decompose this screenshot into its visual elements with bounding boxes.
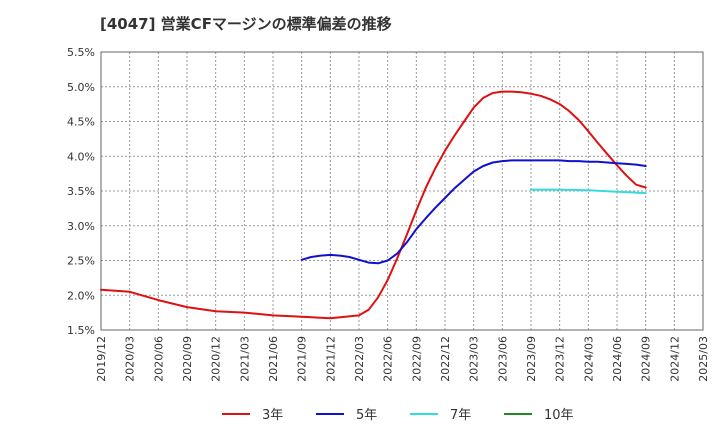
y-tick-label: 4.5% (67, 116, 95, 129)
y-tick-label: 3.0% (67, 220, 95, 233)
x-tick-label: 2024/06 (611, 336, 624, 382)
y-tick-label: 2.0% (67, 289, 95, 302)
x-tick-label: 2023/09 (525, 336, 538, 382)
x-tick-label: 2025/03 (697, 336, 710, 382)
y-tick-label: 1.5% (67, 324, 95, 337)
chart-title: [4047] 営業CFマージンの標準偏差の推移 (100, 15, 392, 33)
x-tick-label: 2022/12 (439, 336, 452, 382)
x-tick-label: 2023/03 (468, 336, 481, 382)
legend-label-1: 5年 (356, 408, 377, 423)
legend-label-2: 7年 (450, 408, 471, 423)
x-tick-label: 2021/06 (267, 336, 280, 382)
x-tick-label: 2022/09 (410, 336, 423, 382)
y-tick-label: 4.0% (67, 150, 95, 163)
legend: 3年 5年 7年 10年 (222, 408, 574, 423)
legend-label-3: 10年 (544, 408, 574, 423)
series-line-0 (100, 90, 647, 320)
x-tick-label: 2021/09 (296, 336, 309, 382)
x-tick-label: 2020/06 (152, 336, 165, 382)
plot-frame (100, 51, 704, 331)
series-lines (100, 90, 647, 320)
x-tick-label: 2023/12 (554, 336, 567, 382)
x-tick-label: 2020/12 (210, 336, 223, 382)
y-tick-label: 5.5% (67, 46, 95, 59)
x-tick-label: 2022/03 (353, 336, 366, 382)
x-tick-label: 2022/06 (382, 336, 395, 382)
y-tick-label: 5.0% (67, 81, 95, 94)
x-tick-label: 2024/03 (582, 336, 595, 382)
x-tick-label: 2021/03 (238, 336, 251, 382)
series-line-1 (300, 159, 647, 265)
x-tick-label: 2021/12 (324, 336, 337, 382)
x-tick-label: 2024/09 (640, 336, 653, 382)
x-tick-label: 2020/03 (124, 336, 137, 382)
y-axis: 1.5% 2.0% 2.5% 3.0% 3.5% 4.0% 4.5% 5.0% 5.5% (67, 46, 95, 337)
y-tick-label: 2.5% (67, 255, 95, 268)
y-tick-label: 3.5% (67, 185, 95, 198)
x-tick-label: 2019/12 (95, 336, 108, 382)
x-axis: 2019/12 2020/03 2020/06 2020/09 2020/12 2021/… (95, 336, 710, 382)
series-line-2 (530, 188, 647, 195)
x-tick-label: 2020/09 (181, 336, 194, 382)
legend-label-0: 3年 (262, 408, 283, 423)
x-tick-label: 2023/06 (496, 336, 509, 382)
x-tick-label: 2024/12 (668, 336, 681, 382)
